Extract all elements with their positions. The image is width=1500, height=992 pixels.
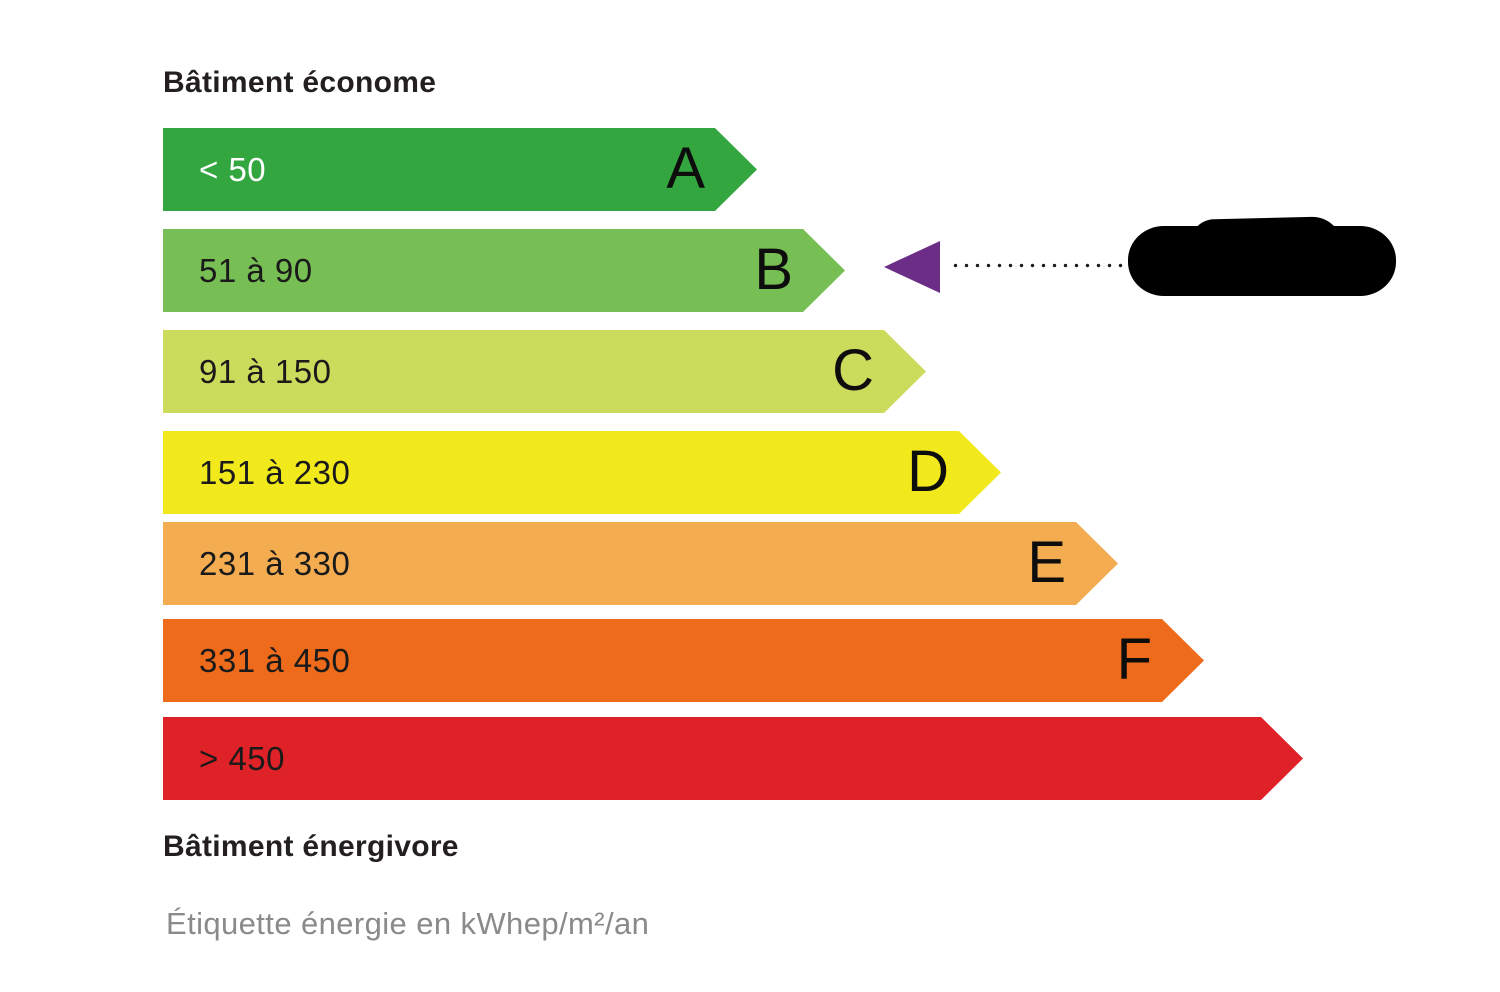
band-range-label: 91 à 150 [199, 352, 332, 390]
band-arrow-shape [163, 229, 845, 312]
top-caption: Bâtiment économe [163, 66, 437, 99]
energy-band-d: 151 à 230 D [163, 431, 1001, 514]
band-letter-grade: C [832, 337, 874, 403]
band-letter-grade: E [1027, 529, 1066, 595]
band-letter-grade: D [907, 438, 949, 504]
band-range-label: 331 à 450 [199, 641, 351, 679]
energy-band-b: 51 à 90 B [163, 229, 845, 312]
unit-footer-note: Étiquette énergie en kWhep/m²/an [166, 906, 650, 941]
band-arrow-shape [163, 619, 1204, 702]
band-range-label: > 450 [199, 739, 285, 777]
energy-band-c: 91 à 150 C [163, 330, 926, 413]
band-letter-grade: A [666, 135, 705, 201]
band-range-label: 51 à 90 [199, 251, 313, 289]
band-range-label: 151 à 230 [199, 453, 351, 491]
band-letter-grade: F [1116, 626, 1152, 692]
bottom-caption: Bâtiment énergivore [163, 830, 459, 863]
band-arrow-shape [163, 128, 757, 211]
energy-band-f: 331 à 450 F [163, 619, 1204, 702]
energy-band-e: 231 à 330 E [163, 522, 1118, 605]
band-arrow-shape [163, 717, 1303, 800]
band-arrow-shape [163, 522, 1118, 605]
band-range-label: < 50 [199, 150, 267, 188]
band-letter-grade: B [754, 236, 793, 302]
band-arrow-shape [163, 431, 1001, 514]
band-arrow-shape [163, 330, 926, 413]
band-range-label: 231 à 330 [199, 544, 351, 582]
energy-band-a: < 50 A [163, 128, 757, 211]
energy-band-g: > 450 [163, 717, 1303, 800]
